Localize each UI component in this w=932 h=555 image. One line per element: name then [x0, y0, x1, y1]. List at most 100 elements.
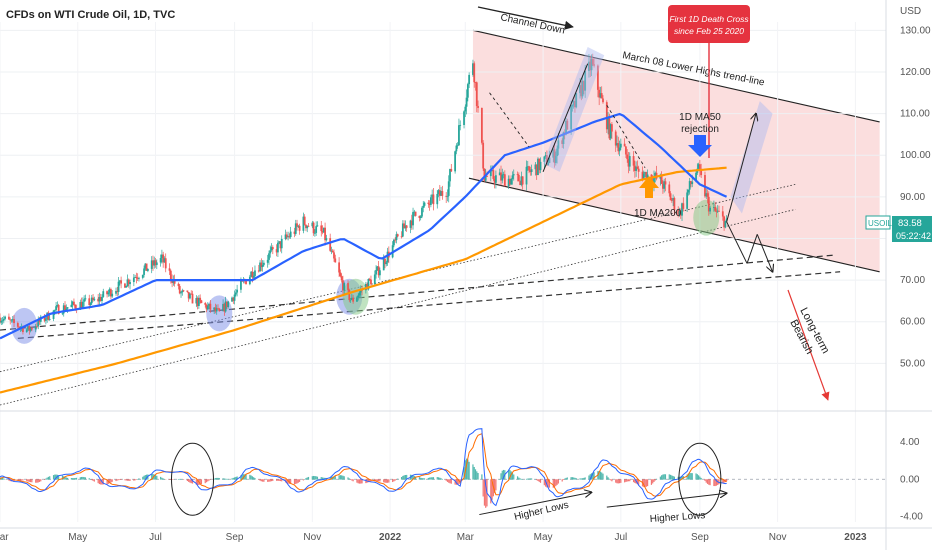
histogram-bar [210, 479, 211, 480]
histogram-bar [697, 474, 698, 479]
histogram-bar [85, 477, 86, 479]
histogram-bar [695, 473, 696, 479]
candle-body [436, 194, 438, 204]
histogram-bar [48, 477, 49, 480]
histogram-bar [562, 479, 563, 481]
histogram-bar [82, 477, 83, 480]
histogram-bar [299, 479, 300, 482]
histogram-bar [234, 477, 235, 479]
candle-body [218, 309, 220, 312]
histogram-bar [360, 479, 361, 483]
candle-body [522, 176, 524, 184]
oscillator-tick-label: -4.00 [900, 511, 923, 522]
histogram-bar [179, 479, 180, 480]
candle-body [421, 208, 423, 217]
candle-body [329, 238, 331, 251]
time-tick-label: Sep [691, 532, 709, 543]
candle-body [272, 247, 274, 249]
death-cross-text-1: First 1D Death Cross [669, 14, 749, 24]
histogram-bar [225, 479, 226, 480]
histogram-bar [235, 477, 236, 480]
candle-body [709, 208, 711, 212]
candle-body [463, 111, 465, 125]
histogram-bar [585, 477, 586, 479]
histogram-bar [646, 479, 647, 487]
candle-body [125, 286, 127, 288]
highlight-layer [11, 200, 719, 344]
candle-body [101, 297, 103, 301]
histogram-bar [424, 478, 425, 479]
histogram-bar [215, 478, 216, 479]
candle-body [393, 240, 395, 246]
candle-body [447, 196, 449, 197]
histogram-bar [36, 479, 37, 482]
candle-body [332, 251, 334, 253]
candle-body [73, 302, 75, 305]
candle-body [454, 151, 456, 171]
histogram-bar [449, 479, 450, 483]
histogram-bar [518, 478, 519, 480]
histogram-bar [539, 479, 540, 482]
histogram-bar [571, 477, 572, 479]
histogram-bar [661, 475, 662, 479]
candle-body [517, 174, 519, 175]
candle-body [262, 265, 264, 267]
histogram-bar [611, 479, 612, 481]
histogram-bar [499, 479, 500, 480]
candle-body [45, 319, 47, 321]
histogram-bar [163, 478, 164, 479]
histogram-bar [601, 472, 602, 479]
candle-body [235, 292, 237, 294]
candle-body [178, 284, 180, 286]
candle-body [406, 225, 408, 227]
histogram-bar [349, 478, 350, 479]
histogram-bar [707, 479, 708, 484]
histogram-bar [80, 477, 81, 479]
candle-body [668, 184, 670, 193]
histogram-bar [156, 476, 157, 480]
candle-body [133, 278, 135, 282]
candle-body [682, 203, 684, 209]
histogram-bar [344, 476, 345, 479]
histogram-bar [670, 475, 671, 480]
histogram-bar [421, 478, 422, 480]
candle-body [526, 167, 528, 185]
candle-body [513, 174, 515, 175]
price-tick-label: 90.00 [900, 192, 925, 203]
histogram-bar [404, 475, 405, 479]
histogram-bar [581, 478, 582, 479]
candle-body [245, 281, 247, 284]
histogram-bar [588, 475, 589, 479]
candle-body [2, 320, 4, 321]
candle-body [356, 297, 358, 301]
candle-body [338, 262, 340, 272]
histogram-bar [610, 479, 611, 480]
candle-body [314, 233, 316, 234]
candle-body [468, 75, 470, 84]
histogram-bar [633, 479, 634, 482]
histogram-bar [73, 478, 74, 480]
candle-body [357, 295, 359, 297]
histogram-bar [164, 479, 165, 480]
histogram-bar [713, 479, 714, 486]
histogram-bar [701, 478, 702, 480]
histogram-bar [386, 479, 387, 483]
candle-body [482, 143, 484, 169]
candle-body [359, 293, 361, 296]
candle-body [457, 145, 459, 146]
histogram-bar [84, 477, 85, 480]
candle-body [629, 156, 631, 166]
histogram-bar [656, 479, 657, 480]
histogram-bar [652, 479, 653, 483]
candle-body [459, 125, 461, 126]
candle-body [473, 63, 475, 82]
candle-body [118, 282, 120, 292]
candle-body [518, 175, 520, 181]
candle-body [343, 283, 345, 290]
histogram-bar [201, 479, 202, 484]
histogram-bar [429, 478, 430, 480]
histogram-bar [628, 479, 629, 481]
candle-body [209, 304, 211, 310]
